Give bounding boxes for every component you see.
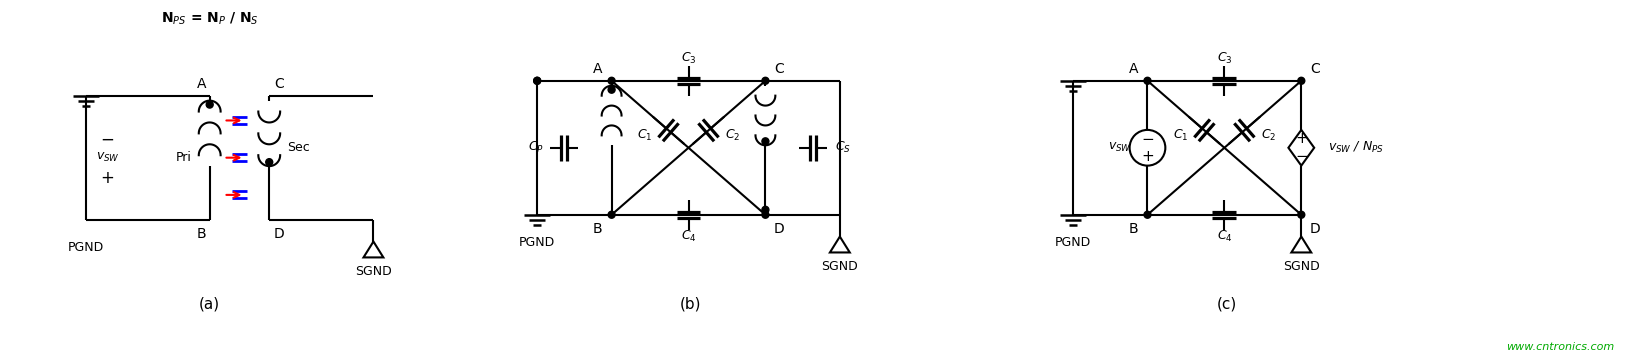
Circle shape (1144, 211, 1151, 218)
Text: (b): (b) (680, 297, 701, 312)
Text: −: − (100, 131, 115, 149)
Text: SGND: SGND (1282, 260, 1319, 273)
Circle shape (762, 206, 769, 213)
Text: $C_1$: $C_1$ (1172, 128, 1188, 143)
Text: −: − (1295, 149, 1306, 164)
Text: N$_{PS}$ = N$_P$ / N$_S$: N$_{PS}$ = N$_P$ / N$_S$ (161, 11, 259, 27)
Circle shape (762, 138, 769, 145)
Circle shape (266, 159, 272, 166)
Text: +: + (100, 169, 115, 186)
Text: $v_{SW}$: $v_{SW}$ (95, 151, 120, 164)
Text: $v_{SW}$ / $N_{PS}$: $v_{SW}$ / $N_{PS}$ (1328, 140, 1383, 155)
Text: PGND: PGND (67, 241, 103, 254)
Text: $C_S$: $C_S$ (834, 140, 851, 155)
Text: $C_4$: $C_4$ (1216, 229, 1231, 244)
Text: (a): (a) (198, 297, 220, 312)
Text: A: A (1128, 62, 1137, 76)
Circle shape (608, 211, 615, 218)
Text: +: + (1295, 131, 1306, 146)
Text: $C_P$: $C_P$ (528, 140, 544, 155)
Text: A: A (197, 77, 207, 91)
Text: B: B (593, 222, 602, 236)
Circle shape (1296, 211, 1305, 218)
Circle shape (1296, 77, 1305, 84)
Circle shape (608, 77, 615, 84)
Text: C: C (274, 77, 284, 91)
Text: $C_1$: $C_1$ (636, 128, 652, 143)
Text: +: + (1141, 149, 1154, 164)
Text: Pri: Pri (175, 151, 192, 164)
Text: SGND: SGND (821, 260, 857, 273)
Circle shape (762, 211, 769, 218)
Text: $C_3$: $C_3$ (680, 51, 697, 67)
Text: www.cntronics.com: www.cntronics.com (1505, 342, 1613, 352)
Text: B: B (197, 227, 207, 241)
Text: $v_{SW}$: $v_{SW}$ (1106, 141, 1131, 154)
Circle shape (608, 86, 615, 93)
Text: (c): (c) (1216, 297, 1236, 312)
Text: D: D (1310, 222, 1319, 236)
Text: B: B (1128, 222, 1137, 236)
Circle shape (533, 77, 541, 84)
Circle shape (762, 77, 769, 84)
Text: SGND: SGND (354, 265, 392, 278)
Circle shape (533, 77, 541, 84)
Text: C: C (774, 62, 783, 76)
Text: $C_2$: $C_2$ (724, 128, 739, 143)
Text: C: C (1310, 62, 1319, 76)
Circle shape (207, 101, 213, 108)
Text: Sec: Sec (287, 141, 310, 154)
Circle shape (1144, 77, 1151, 84)
Text: $C_3$: $C_3$ (1216, 51, 1231, 67)
Text: $C_2$: $C_2$ (1260, 128, 1275, 143)
Text: PGND: PGND (1054, 236, 1090, 249)
Text: −: − (1141, 132, 1154, 147)
Text: D: D (774, 222, 783, 236)
Text: D: D (274, 227, 284, 241)
Text: A: A (593, 62, 602, 76)
Text: PGND: PGND (518, 236, 556, 249)
Text: $C_4$: $C_4$ (680, 229, 697, 244)
